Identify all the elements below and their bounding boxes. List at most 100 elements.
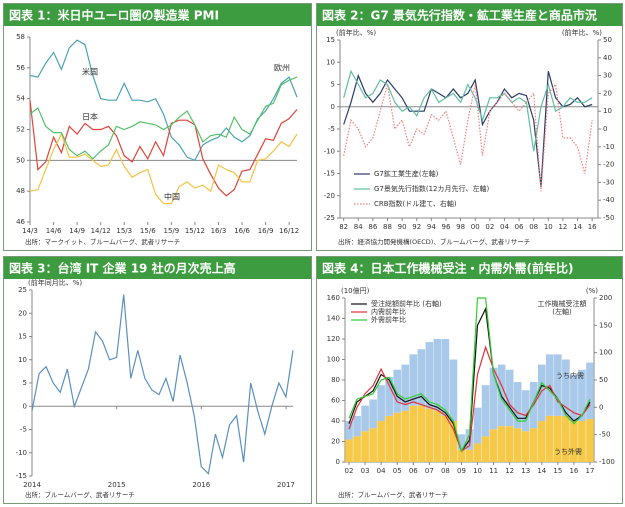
- x-tick-label: 82: [339, 223, 348, 231]
- bar: [361, 405, 369, 432]
- y-tick-label: 56: [16, 64, 25, 72]
- bar: [409, 405, 418, 462]
- y-tick-label: 40: [331, 417, 340, 425]
- x-tick-label: 2015: [108, 481, 126, 489]
- y2-tick-label: -50: [599, 431, 610, 439]
- y2-tick-label: -100: [599, 458, 615, 466]
- bar: [505, 426, 514, 462]
- bar: [393, 369, 402, 413]
- y-tick-label: 60: [331, 397, 340, 405]
- bar-label: うち外需: [554, 447, 582, 456]
- bar: [586, 362, 594, 419]
- x-tick-label: 04: [377, 467, 386, 475]
- y-tick-label: 54: [16, 95, 25, 103]
- bar: [393, 412, 402, 462]
- y2-tick-label: 50: [599, 376, 608, 384]
- x-tick-label: 09: [457, 467, 466, 475]
- y-tick-label: -5: [20, 426, 27, 434]
- bar: [537, 364, 546, 421]
- bar: [497, 426, 506, 462]
- y-tick-label: -10: [324, 147, 335, 155]
- x-tick-label: 10: [473, 467, 482, 475]
- y-tick-label: 20: [18, 309, 27, 317]
- x-tick-label: 02: [485, 223, 494, 231]
- bar: [489, 367, 498, 430]
- bar: [401, 364, 410, 411]
- bar: [425, 342, 434, 409]
- y-axis-label: (10億円): [341, 286, 370, 295]
- line-series: [343, 69, 593, 152]
- y2-tick-label: 20: [603, 89, 612, 97]
- x-tick-label: 12: [505, 467, 514, 475]
- y2-tick-label: 0: [603, 125, 607, 133]
- bar: [417, 405, 426, 462]
- line-series: [29, 132, 298, 205]
- y-tick-label: 52: [16, 126, 25, 134]
- line-series: [343, 71, 593, 187]
- panel: [3, 256, 312, 504]
- y2-tick-label: -20: [603, 161, 614, 169]
- bar: [425, 408, 434, 462]
- bar: [481, 385, 490, 437]
- bar: [481, 436, 490, 462]
- y2-tick-label: 150: [599, 321, 612, 329]
- x-tick-label: 04: [500, 223, 509, 231]
- x-tick-label: 88: [383, 223, 392, 231]
- bar: [353, 415, 361, 437]
- x-tick-label: 15/6: [140, 227, 156, 235]
- series-label: 日本: [82, 112, 98, 122]
- bar: [353, 436, 361, 462]
- x-tick-label: 14/9: [69, 227, 85, 235]
- bar: [361, 431, 369, 462]
- x-tick-label: 15: [553, 467, 562, 475]
- annotation: (左軸): [552, 307, 572, 316]
- legend-label: 内需前年比: [371, 307, 406, 316]
- y-tick-label: 100: [327, 356, 340, 364]
- y-axis-label: (前年同月比、%): [28, 278, 82, 287]
- source: 出所：経済協力開発機構(OECD)、ブルームバーグ、武者リサーチ: [338, 237, 530, 246]
- x-tick-label: 90: [398, 223, 407, 231]
- y2-tick-label: 50: [603, 36, 612, 44]
- x-tick-label: 16/3: [211, 227, 227, 235]
- y-tick-label: 0: [331, 103, 335, 111]
- legend-label: G7鉱工業生産(左軸): [374, 169, 439, 178]
- bar: [554, 354, 562, 416]
- x-tick-label: 08: [441, 467, 450, 475]
- x-tick-label: 16: [588, 223, 597, 231]
- y-tick-label: 5: [331, 81, 335, 89]
- bar: [562, 415, 570, 462]
- x-tick-label: 15/3: [116, 227, 132, 235]
- line-series: [29, 100, 298, 197]
- bar-label: うち内需: [556, 371, 584, 380]
- y2-tick-label: -40: [603, 196, 614, 204]
- x-tick-label: 07: [425, 467, 434, 475]
- y-tick-label: -25: [324, 214, 335, 222]
- y-tick-label: 58: [16, 33, 25, 41]
- line-series: [31, 294, 294, 475]
- y-tick-label: 46: [16, 218, 25, 226]
- y2-axis-label: (%): [586, 287, 598, 295]
- y-axis-label: (前年比、%): [336, 28, 376, 37]
- source: 出所：マークイット、ブルームバーグ、武者リサーチ: [25, 237, 180, 246]
- x-tick-label: 14/3: [22, 227, 38, 235]
- y2-tick-label: 200: [599, 294, 612, 302]
- bar: [513, 382, 522, 429]
- y2-tick-label: -10: [603, 143, 614, 151]
- y-tick-label: -15: [324, 170, 335, 178]
- y-tick-label: -10: [16, 449, 27, 457]
- y2-tick-label: -30: [603, 178, 614, 186]
- series-label: 中国: [164, 192, 180, 202]
- y-tick-label: 0: [336, 458, 340, 466]
- panel: [316, 3, 623, 251]
- y-tick-label: 160: [327, 294, 340, 302]
- y-tick-label: 140: [327, 315, 340, 323]
- bar: [570, 374, 578, 421]
- x-tick-label: 86: [368, 223, 377, 231]
- y-tick-label: 80: [331, 376, 340, 384]
- bar: [345, 421, 353, 440]
- y-tick-label: -15: [16, 472, 27, 480]
- x-tick-label: 92: [412, 223, 421, 231]
- y-tick-label: 10: [326, 58, 335, 66]
- x-tick-label: 2017: [277, 481, 295, 489]
- x-tick-label: 16/12: [279, 227, 299, 235]
